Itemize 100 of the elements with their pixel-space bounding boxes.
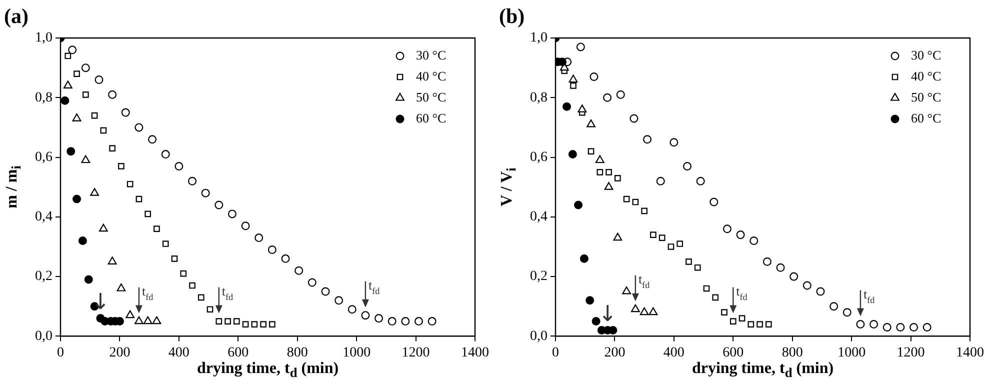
point — [214, 200, 224, 210]
point — [143, 316, 152, 324]
point — [766, 321, 772, 328]
point — [241, 222, 250, 230]
point — [91, 112, 98, 119]
point — [228, 210, 236, 218]
point — [710, 198, 718, 206]
point — [60, 96, 70, 105]
point — [201, 188, 210, 198]
point — [756, 321, 763, 328]
point — [84, 275, 93, 284]
point — [64, 52, 72, 60]
point — [116, 283, 126, 292]
point — [78, 236, 87, 246]
legend-label: 60 °C — [416, 110, 446, 126]
legend-label: 30 °C — [416, 47, 446, 62]
point — [592, 317, 600, 326]
point — [428, 317, 436, 326]
point — [568, 74, 578, 83]
point — [882, 323, 892, 332]
point — [361, 311, 370, 320]
point — [154, 226, 160, 232]
point — [588, 148, 594, 154]
x-tick-label: 200 — [109, 345, 130, 360]
point — [842, 308, 852, 317]
point — [216, 318, 222, 324]
y-tick-label: 0,4 — [35, 210, 52, 225]
legend-label: 40 °C — [416, 68, 446, 84]
point — [74, 70, 80, 77]
y-tick-label: 0,0 — [530, 328, 548, 344]
y-tick-label: 0,2 — [530, 269, 548, 284]
y-tick-label: 0,4 — [530, 210, 548, 225]
point — [816, 287, 825, 296]
point — [66, 147, 76, 156]
point — [144, 210, 152, 218]
annotation: ↓ — [598, 302, 617, 327]
point — [630, 304, 640, 312]
point — [121, 108, 130, 117]
legend-label: 30 °C — [911, 47, 942, 62]
point — [81, 155, 90, 164]
point — [171, 256, 178, 262]
point — [730, 318, 736, 324]
point — [721, 309, 728, 316]
point — [802, 281, 812, 290]
point — [109, 145, 116, 152]
point — [762, 257, 772, 266]
point — [632, 198, 639, 206]
point — [198, 294, 204, 301]
x-tick-label: 1400 — [956, 345, 984, 360]
point — [174, 162, 184, 170]
point — [576, 42, 585, 52]
point — [590, 72, 598, 82]
point — [641, 208, 648, 214]
point — [180, 270, 187, 277]
point — [686, 258, 692, 265]
point — [94, 76, 104, 84]
point — [374, 314, 384, 323]
point — [603, 93, 612, 102]
x-axis-title: drying time, t$_{d}$ (min) — [692, 360, 834, 382]
point — [108, 256, 117, 264]
point — [748, 321, 754, 328]
point — [308, 278, 316, 287]
y-tick-label: 0,0 — [35, 328, 52, 344]
point — [736, 230, 745, 240]
x-tick-label: 600 — [228, 345, 249, 360]
point — [72, 194, 82, 204]
point — [136, 196, 142, 202]
x-tick-label: 600 — [722, 345, 744, 360]
point — [909, 323, 918, 332]
point — [614, 174, 621, 182]
point — [790, 272, 798, 281]
point — [722, 224, 732, 234]
annotation: ↓ — [91, 290, 110, 316]
x-tick-label: 1000 — [838, 345, 866, 360]
point — [604, 182, 614, 190]
point — [281, 254, 290, 263]
point — [683, 162, 692, 170]
x-tick-label: 1200 — [896, 345, 925, 360]
point — [580, 254, 588, 263]
point — [388, 317, 396, 326]
point — [161, 150, 170, 159]
point — [630, 114, 638, 123]
point — [570, 82, 576, 89]
point — [82, 91, 89, 98]
point — [616, 90, 625, 99]
y-tick-label: 1,0 — [530, 30, 548, 46]
point — [134, 316, 144, 324]
point — [694, 264, 701, 271]
x-tick-label: 200 — [604, 345, 626, 360]
point — [68, 46, 77, 54]
x-tick-label: 0 — [552, 345, 559, 360]
y-tick-label: 1,0 — [35, 30, 52, 46]
legend-label: 50 °C — [416, 89, 446, 104]
chart-title: (b) — [499, 4, 525, 29]
point — [162, 240, 169, 247]
y-tick-label: 0,2 — [35, 269, 52, 284]
point — [586, 119, 596, 128]
x-tick-label: 800 — [286, 345, 308, 360]
point — [260, 321, 266, 328]
point — [294, 266, 304, 275]
